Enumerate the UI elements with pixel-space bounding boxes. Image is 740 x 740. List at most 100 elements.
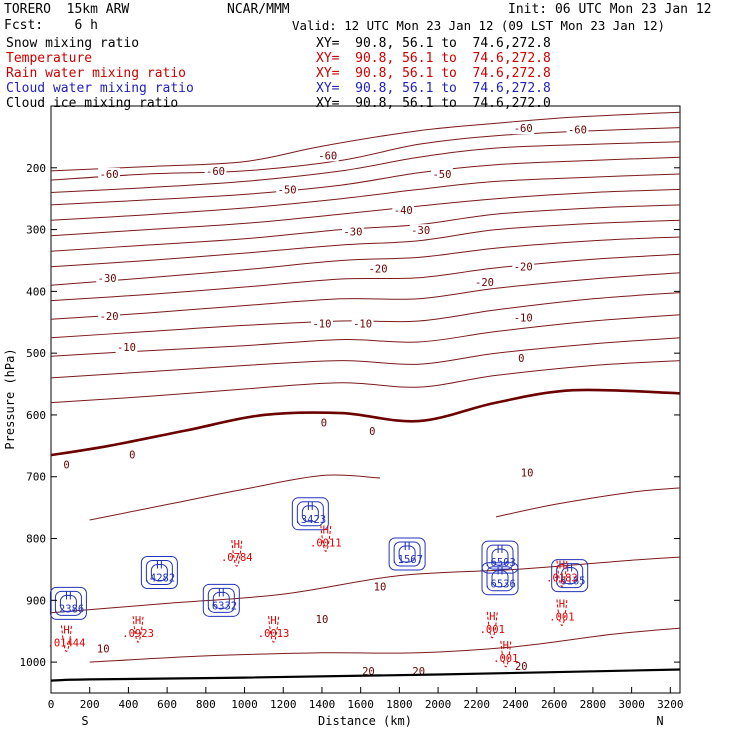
isotherm-label-bg [98,167,120,180]
isotherm-label: -60 [568,124,587,136]
isotherm-label: 10 [374,582,387,594]
isotherm-label-bg [311,317,333,330]
cloud-water-contour [388,537,426,571]
cloud-water-contour [291,497,329,531]
isotherm-label: -30 [343,226,362,238]
isotherm-label: -50 [278,184,297,196]
rain-max-value: .001 [480,624,505,636]
y-tick-label: 800 [26,533,46,546]
rain-contour [500,640,512,668]
rain-max-value: .0013 [258,628,290,640]
y-axis-label: Pressure (hPa) [3,348,17,449]
isotherm-label-bg [519,466,535,479]
isotherm-label-bg [314,612,330,625]
isotherm-label: 0 [129,449,135,461]
cloud-max-marker: H [497,544,503,556]
isotherm-label: 0 [63,459,69,471]
cloud-water-contour [202,583,240,617]
isotherm-label: -20 [514,262,533,274]
isotherm-label: -30 [98,273,117,285]
axes-layer: 0 200 400 600 800 1000 1200 1400 1600 1800 2000 220… [20,162,684,711]
cloud-max-value: .6165 [554,576,586,588]
rain-contour [268,616,280,643]
x-tick-label: 3000 [618,698,645,711]
y-tick-label: 200 [26,162,46,175]
isotherm-label: -10 [514,312,533,324]
x-tick-label: 200 [80,698,100,711]
isotherm-label-bg [276,183,299,196]
rain-max-value: .001 [493,653,518,665]
isotherm--40 [50,173,681,221]
y-tick-label: 1000 [20,656,47,669]
cloud-max-marker: H [156,560,162,572]
legend-field-rain: Rain water mixing ratio [6,66,187,81]
isotherm-label-bg [372,580,388,593]
isotherm-label-bg [367,425,377,438]
isotherm-label: -30 [411,225,430,237]
cloud-water-contour [145,560,173,586]
cloud-water-contour [551,559,589,593]
isotherm-label: -60 [318,150,337,162]
isotherm-label: -10 [117,342,136,354]
isotherm-label-bg [96,271,119,284]
isotherm-label-bg [566,123,589,136]
cloud-water-contour [486,544,514,570]
rain-contour [132,616,144,643]
legend-xy-cloud-ice: XY= 90.8, 56.1 to 74.6,272.0 [316,96,551,111]
plot-frame [50,105,681,694]
isotherm--50 [50,156,681,206]
cloud-max-value: .3423 [295,514,327,526]
cloud-water-contour [296,501,324,527]
cloud-max-marker: H [218,587,224,599]
rain-contour [556,599,568,626]
rain-max-value: .0011 [310,537,342,549]
north-end-label: N [656,714,663,728]
header-fcst: Fcst: 6 h [4,18,98,33]
cloud-water-contour [393,541,421,567]
x-tick-label: 3200 [657,698,684,711]
isotherm-label: -10 [353,318,372,330]
y-tick-label: 500 [26,347,46,360]
x-tick-label: 600 [157,698,177,711]
isotherm-label-bg [127,448,137,461]
isotherm-10 [50,556,681,614]
isotherm--60 [50,111,681,172]
isotherm--20 [50,272,681,320]
legend-field-cloud-ice: Cloud ice mixing ratio [6,96,179,111]
isotherm-label-bg [512,260,535,273]
isotherm-10 [89,474,381,521]
isotherm-label: -60 [100,169,119,181]
isotherm--10 [50,314,681,357]
rain-max-marker: H [270,615,276,627]
isotherm-label-bg [316,149,339,162]
isotherm-label: -20 [100,311,119,323]
isotherm-0 [50,360,681,404]
header-model: TORERO 15km ARW [4,2,130,17]
isotherm--30 [50,204,681,252]
isotherm-label-bg [360,664,377,677]
cloud-max-marker: H [497,566,503,578]
isotherm-label-bg [512,311,535,324]
isotherm-label-bg [367,262,389,275]
isotherm-label: -20 [369,264,388,276]
isotherm-label-bg [98,310,120,323]
cloud-water-contour [54,590,82,616]
cloud-max-value: .1567 [391,554,423,566]
cloud-water-layer: H.2386H.4282H.6332H.3423H.1567H.6503H.65… [49,497,589,620]
x-tick-label: 1200 [270,698,297,711]
cloud-max-marker: H [65,590,71,602]
cloud-water-contour [207,587,235,613]
cloud-water-contour [49,586,87,620]
isotherm-label: 0 [518,353,524,365]
rain-max-marker: H [135,615,141,627]
isotherm--50 [50,141,681,193]
rain-max-value: .001 [549,611,574,623]
cloud-water-contour [212,591,230,609]
isotherm-label: -20 [475,277,494,289]
legend-field-snow: Snow mixing ratio [6,36,140,51]
isotherm-label: -60 [514,123,533,135]
y-tick-label: 300 [26,224,46,237]
rain-contour [556,560,568,587]
x-tick-label: 1600 [347,698,374,711]
cloud-max-marker: H [567,563,573,575]
